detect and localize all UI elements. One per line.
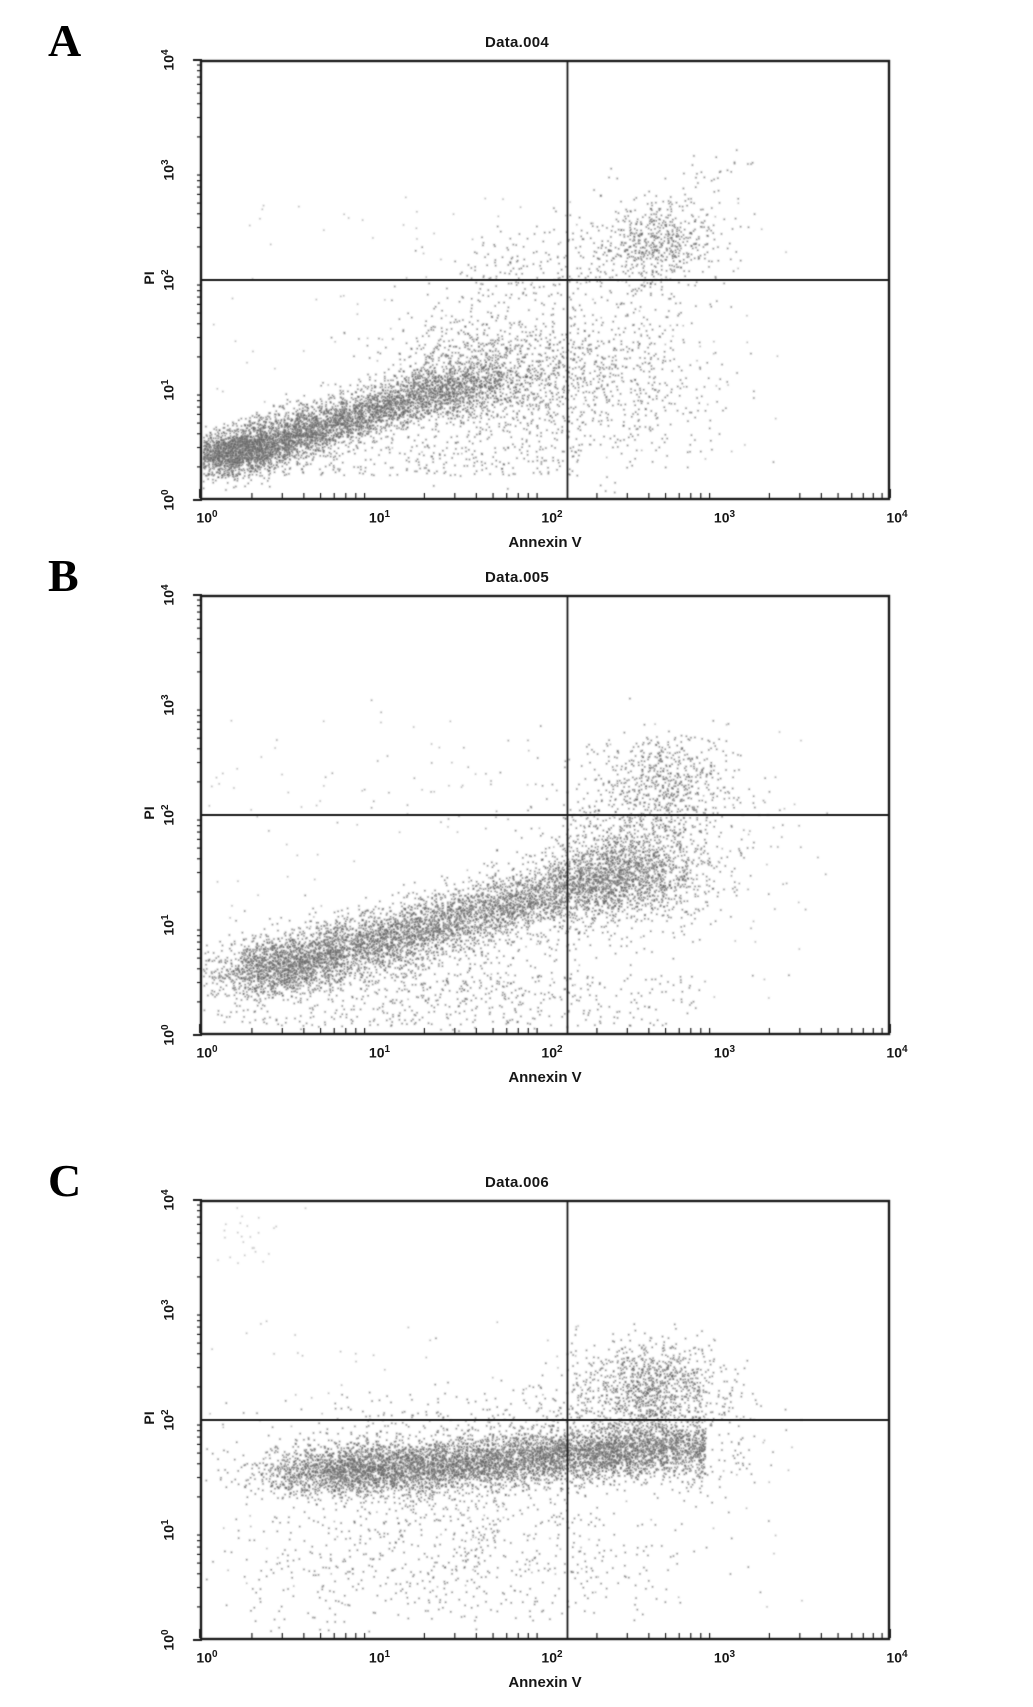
plot-title: Data.004 — [484, 34, 550, 51]
x-tick-label: 102 — [541, 1649, 563, 1666]
scatter-plot-canvas — [184, 592, 894, 1039]
y-tick-label: 103 — [160, 159, 177, 181]
y-tick-label: 104 — [160, 1189, 177, 1211]
y-tick-label: 104 — [160, 49, 177, 71]
x-tick-label: 100 — [196, 509, 218, 526]
panel-letter: A — [48, 15, 82, 66]
x-tick-label: 101 — [368, 1044, 391, 1061]
x-axis-label: Annexin V — [508, 534, 582, 551]
x-tick-label: 103 — [713, 1044, 736, 1061]
x-tick-label: 100 — [196, 1649, 218, 1666]
scatter-plot-canvas — [184, 57, 894, 504]
y-tick-label: 100 — [160, 1629, 177, 1651]
y-tick-label: 102 — [160, 1409, 177, 1431]
y-tick-label: 100 — [160, 1024, 177, 1046]
x-tick-label: 103 — [713, 1649, 736, 1666]
x-tick-label: 104 — [886, 509, 908, 526]
x-tick-label: 103 — [713, 509, 736, 526]
panel-letter: C — [48, 1155, 82, 1206]
y-tick-label: 103 — [160, 694, 177, 716]
y-tick-label: 102 — [160, 804, 177, 826]
x-axis-label: Annexin V — [508, 1674, 582, 1691]
y-axis-label: PI — [141, 1411, 157, 1425]
y-tick-label: 103 — [160, 1299, 177, 1321]
y-axis-label: PI — [141, 271, 157, 285]
y-axis-label: PI — [141, 806, 157, 820]
x-tick-label: 102 — [541, 1044, 563, 1061]
y-tick-label: 100 — [160, 489, 177, 511]
panel-letter: B — [48, 550, 79, 601]
x-tick-label: 102 — [541, 509, 563, 526]
x-tick-label: 104 — [886, 1649, 908, 1666]
y-tick-label: 104 — [160, 584, 177, 606]
y-tick-label: 101 — [160, 914, 177, 936]
x-tick-label: 100 — [196, 1044, 218, 1061]
scatter-plot-canvas — [184, 1197, 894, 1644]
x-axis-label: Annexin V — [508, 1069, 582, 1086]
y-tick-label: 102 — [160, 269, 177, 291]
y-tick-label: 101 — [160, 1519, 177, 1541]
y-tick-label: 101 — [160, 379, 177, 401]
plot-title: Data.006 — [484, 1174, 550, 1191]
plot-title: Data.005 — [484, 569, 550, 586]
x-tick-label: 101 — [368, 509, 391, 526]
x-tick-label: 101 — [368, 1649, 391, 1666]
x-tick-label: 104 — [886, 1044, 908, 1061]
